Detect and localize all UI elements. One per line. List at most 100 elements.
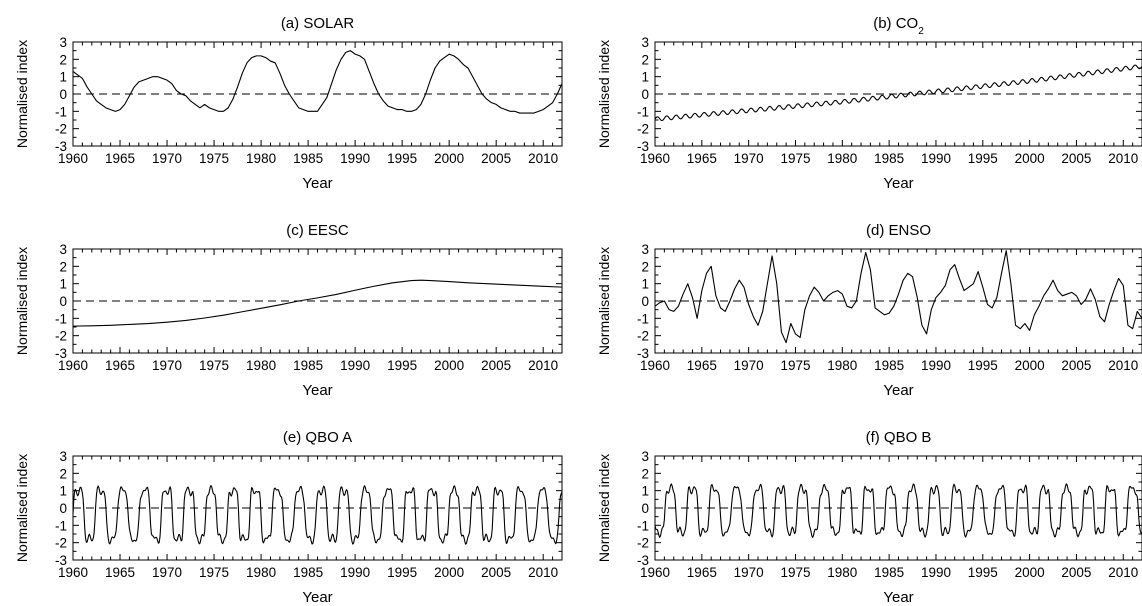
x-tick-label: 1975	[780, 151, 810, 166]
y-tick-label: 1	[59, 484, 67, 499]
x-tick-label: 1960	[58, 151, 88, 166]
y-tick-label: -1	[637, 104, 649, 119]
x-axis-label: Year	[302, 589, 332, 606]
x-tick-label: 1970	[152, 565, 182, 580]
y-tick-label: 3	[59, 242, 67, 257]
y-tick-label: -2	[637, 329, 649, 344]
series-line	[654, 250, 1142, 344]
x-tick-label: 1980	[246, 358, 276, 373]
x-tick-label: 1970	[734, 151, 764, 166]
y-tick-label: -1	[637, 311, 649, 326]
y-tick-label: 1	[59, 70, 67, 85]
x-tick-label: 2005	[481, 565, 511, 580]
y-axis-label: Normalised index	[596, 40, 612, 148]
plot-frame	[654, 455, 1142, 561]
y-tick-label: -2	[55, 329, 67, 344]
y-tick-label: -1	[55, 104, 67, 119]
x-tick-label: 1990	[340, 151, 370, 166]
x-axis-label: Year	[302, 175, 332, 192]
x-tick-label: 2010	[1108, 565, 1138, 580]
x-tick-label: 1990	[921, 151, 951, 166]
x-tick-label: 1995	[387, 565, 417, 580]
y-axis-label: Normalised index	[596, 247, 612, 355]
series-line	[72, 484, 563, 545]
y-tick-label: 3	[641, 449, 649, 464]
y-tick-label: 0	[641, 87, 649, 102]
chart-panel: (c) EESC 1960 1965 1970 1975 1980 1985 1990 1995…	[14, 222, 563, 399]
x-tick-label: 1995	[968, 358, 998, 373]
x-tick-label: 2005	[481, 151, 511, 166]
y-tick-label: -1	[55, 518, 67, 533]
y-tick-label: 2	[641, 52, 649, 67]
chart-title: (e) QBO A	[283, 429, 352, 446]
x-tick-label: 1975	[199, 565, 229, 580]
y-tick-label: -2	[637, 536, 649, 551]
x-tick-label: 2005	[1061, 565, 1091, 580]
y-tick-label: -3	[637, 139, 649, 154]
series-line	[72, 50, 563, 114]
x-tick-label: 1985	[293, 565, 323, 580]
plot-frame	[654, 248, 1142, 354]
x-tick-label: 1990	[921, 358, 951, 373]
y-tick-label: 0	[641, 501, 649, 516]
x-tick-label: 2005	[1061, 358, 1091, 373]
y-tick-label: 2	[641, 259, 649, 274]
x-tick-label: 1975	[780, 565, 810, 580]
y-tick-label: -1	[55, 311, 67, 326]
x-tick-label: 1970	[734, 565, 764, 580]
y-tick-label: 1	[641, 484, 649, 499]
x-tick-label: 1985	[293, 358, 323, 373]
y-tick-label: 0	[59, 501, 67, 516]
chart-panel: (f) QBO B 1960 1965 1970 1975 1980 1985 1990 199…	[596, 429, 1142, 606]
x-axis-label: Year	[883, 175, 913, 192]
chart-title: (c) EESC	[286, 222, 349, 239]
plot-frame	[654, 41, 1142, 147]
y-tick-label: -1	[637, 518, 649, 533]
plot-frame	[72, 248, 563, 354]
series-line	[654, 64, 1142, 122]
plot-frame	[72, 41, 563, 147]
y-tick-label: -2	[637, 122, 649, 137]
y-tick-label: -3	[55, 346, 67, 361]
x-tick-label: 1980	[827, 358, 857, 373]
y-tick-label: 0	[59, 294, 67, 309]
x-tick-label: 1975	[199, 151, 229, 166]
x-tick-label: 1985	[874, 151, 904, 166]
y-tick-label: 1	[59, 277, 67, 292]
y-tick-label: 2	[59, 52, 67, 67]
y-tick-label: 0	[641, 294, 649, 309]
x-tick-label: 1960	[58, 565, 88, 580]
x-tick-label: 1965	[105, 151, 135, 166]
y-tick-label: 1	[641, 70, 649, 85]
y-tick-label: 1	[641, 277, 649, 292]
y-tick-label: -3	[637, 553, 649, 568]
x-tick-label: 2010	[528, 151, 558, 166]
y-tick-label: 3	[641, 242, 649, 257]
y-axis-label: Normalised index	[596, 454, 612, 562]
y-tick-label: 3	[59, 35, 67, 50]
x-tick-label: 1970	[734, 358, 764, 373]
chart-title: (d) ENSO	[866, 222, 931, 239]
x-tick-label: 1965	[687, 565, 717, 580]
x-tick-label: 2000	[1015, 565, 1045, 580]
x-tick-label: 1995	[968, 151, 998, 166]
series-line	[72, 279, 563, 327]
x-tick-label: 1980	[246, 151, 276, 166]
y-tick-label: 2	[641, 466, 649, 481]
x-tick-label: 2000	[434, 358, 464, 373]
x-tick-label: 1980	[827, 151, 857, 166]
y-axis-label: Normalised index	[14, 454, 30, 562]
x-tick-label: 1980	[246, 565, 276, 580]
x-tick-label: 2000	[434, 151, 464, 166]
x-axis-label: Year	[302, 382, 332, 399]
x-tick-label: 2000	[1015, 358, 1045, 373]
y-axis-label: Normalised index	[14, 40, 30, 148]
x-tick-label: 1960	[640, 151, 670, 166]
chart-panel: (b) CO2 1960 1965 1970 1975 1980 1985 1990 1995 2…	[596, 15, 1142, 192]
x-tick-label: 1960	[640, 358, 670, 373]
y-tick-label: 0	[59, 87, 67, 102]
y-tick-label: -3	[55, 139, 67, 154]
x-tick-label: 2000	[434, 565, 464, 580]
chart-title: (b) CO2	[873, 15, 924, 37]
chart-title: (a) SOLAR	[281, 15, 355, 32]
